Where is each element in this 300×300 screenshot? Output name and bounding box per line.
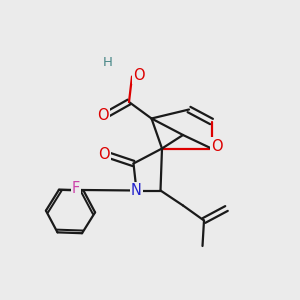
Text: O: O [97,108,108,123]
Text: N: N [131,183,142,198]
Text: H: H [103,56,112,69]
Text: F: F [72,181,80,196]
Text: O: O [98,147,110,162]
Text: O: O [211,139,223,154]
Text: O: O [133,68,144,82]
